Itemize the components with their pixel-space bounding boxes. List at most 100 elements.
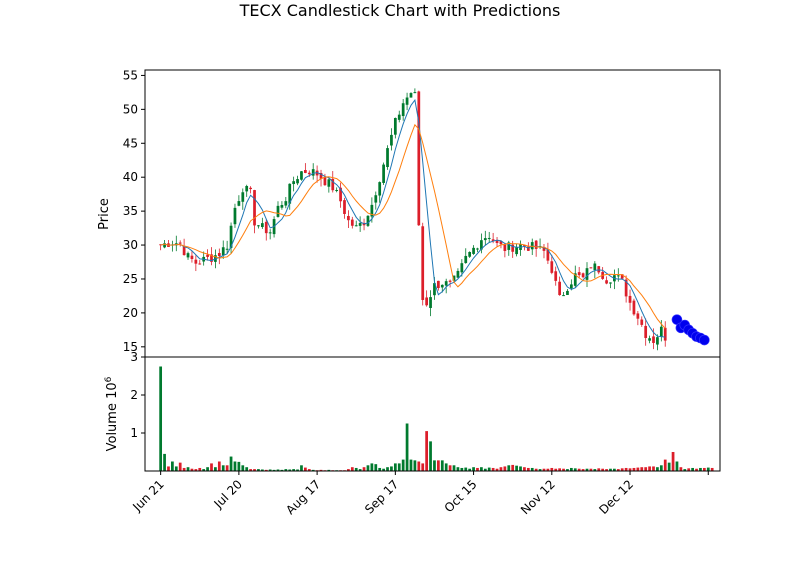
candle	[217, 248, 221, 265]
candle	[397, 110, 401, 123]
candle	[386, 145, 389, 170]
volume-bar	[476, 467, 479, 471]
volume-bar	[569, 467, 573, 471]
candle	[347, 210, 350, 229]
candle	[573, 265, 577, 288]
volume-bar	[667, 462, 671, 471]
candle-body	[260, 223, 264, 228]
candle-body	[640, 319, 644, 325]
volume-bar	[530, 467, 534, 471]
volume-bar	[370, 463, 374, 471]
candle-body	[405, 97, 409, 105]
candle	[358, 216, 362, 232]
candle-body	[268, 232, 272, 234]
volume-bar	[472, 467, 475, 471]
candle-body	[483, 238, 487, 241]
volume-bar	[546, 468, 550, 471]
candle	[589, 267, 593, 269]
candle-body	[225, 248, 229, 250]
candle	[523, 244, 526, 251]
candle	[593, 261, 597, 279]
candle	[499, 240, 503, 249]
candle-body	[370, 204, 374, 217]
volume-bar	[237, 461, 241, 471]
candle	[186, 251, 190, 260]
prediction-point	[699, 334, 710, 346]
volume-bar	[468, 468, 472, 471]
price-plot-frame	[145, 70, 720, 357]
volume-bar	[491, 467, 495, 471]
x-tick-label: Aug 17	[283, 477, 323, 517]
candle	[182, 238, 186, 256]
candle	[268, 229, 272, 240]
volume-bar	[214, 467, 217, 471]
candle	[632, 298, 636, 316]
candle-body	[296, 179, 299, 184]
volume-bar	[268, 469, 272, 471]
candle	[280, 201, 284, 210]
candle-body	[526, 246, 530, 251]
candle	[241, 188, 245, 210]
volume-bar	[311, 469, 315, 471]
volume-bar	[652, 466, 655, 471]
candle	[444, 278, 448, 294]
candle-body	[577, 272, 581, 276]
volume-bar	[405, 423, 409, 471]
volume-bar	[499, 467, 503, 471]
price-panel: 15 20 25 30 35 40 45 50 55 Price	[97, 68, 721, 358]
candle	[624, 275, 628, 303]
volume-bar	[319, 469, 323, 471]
candle	[390, 128, 393, 151]
volume-bar	[659, 465, 663, 471]
volume-bar	[523, 467, 526, 471]
volume-bar	[710, 467, 714, 471]
candle	[335, 187, 339, 193]
price-y-tick-label: 55	[123, 68, 138, 82]
price-y-label: Price	[97, 198, 112, 230]
candle-body	[386, 148, 389, 168]
candle-body	[440, 284, 444, 288]
candle	[483, 230, 487, 246]
volume-bar	[159, 366, 163, 471]
candle	[178, 240, 182, 247]
candle-body	[546, 249, 550, 261]
candle-body	[448, 280, 452, 282]
candle	[409, 92, 413, 98]
candle-body	[495, 240, 499, 244]
volume-bar	[515, 465, 518, 471]
candle-body	[648, 338, 651, 341]
volume-bar	[605, 469, 608, 471]
candle-body	[307, 172, 311, 175]
volume-bar	[264, 469, 268, 471]
volume-bar	[225, 465, 229, 471]
volume-y-tick-label: 2	[130, 388, 138, 402]
candle	[288, 183, 292, 210]
candle-body	[597, 266, 601, 273]
price-y-tick-label: 50	[123, 102, 138, 116]
candle-body	[217, 252, 221, 257]
volume-y-label: Volume 106	[104, 376, 120, 451]
candle	[546, 242, 550, 265]
candle-body	[413, 92, 417, 94]
candle	[260, 217, 264, 229]
volume-bar	[699, 467, 702, 471]
volume-bar	[538, 469, 542, 471]
candle-body	[401, 103, 405, 117]
x-tick-label: Nov 12	[518, 477, 558, 517]
candle-body	[331, 178, 335, 191]
volume-bar	[440, 460, 444, 471]
x-tick-label: Jun 21	[129, 477, 166, 514]
candle-body	[605, 280, 608, 284]
volume-bar	[609, 468, 612, 471]
price-y-tick-label: 25	[123, 272, 138, 286]
volume-bar	[206, 467, 209, 471]
volume-bar	[429, 441, 432, 471]
candle	[249, 186, 252, 194]
candle-body	[480, 240, 483, 250]
volume-bar	[656, 467, 659, 471]
volume-bar	[307, 469, 311, 471]
candle	[644, 318, 648, 346]
candle-body	[210, 254, 213, 262]
candle-body	[581, 273, 585, 278]
